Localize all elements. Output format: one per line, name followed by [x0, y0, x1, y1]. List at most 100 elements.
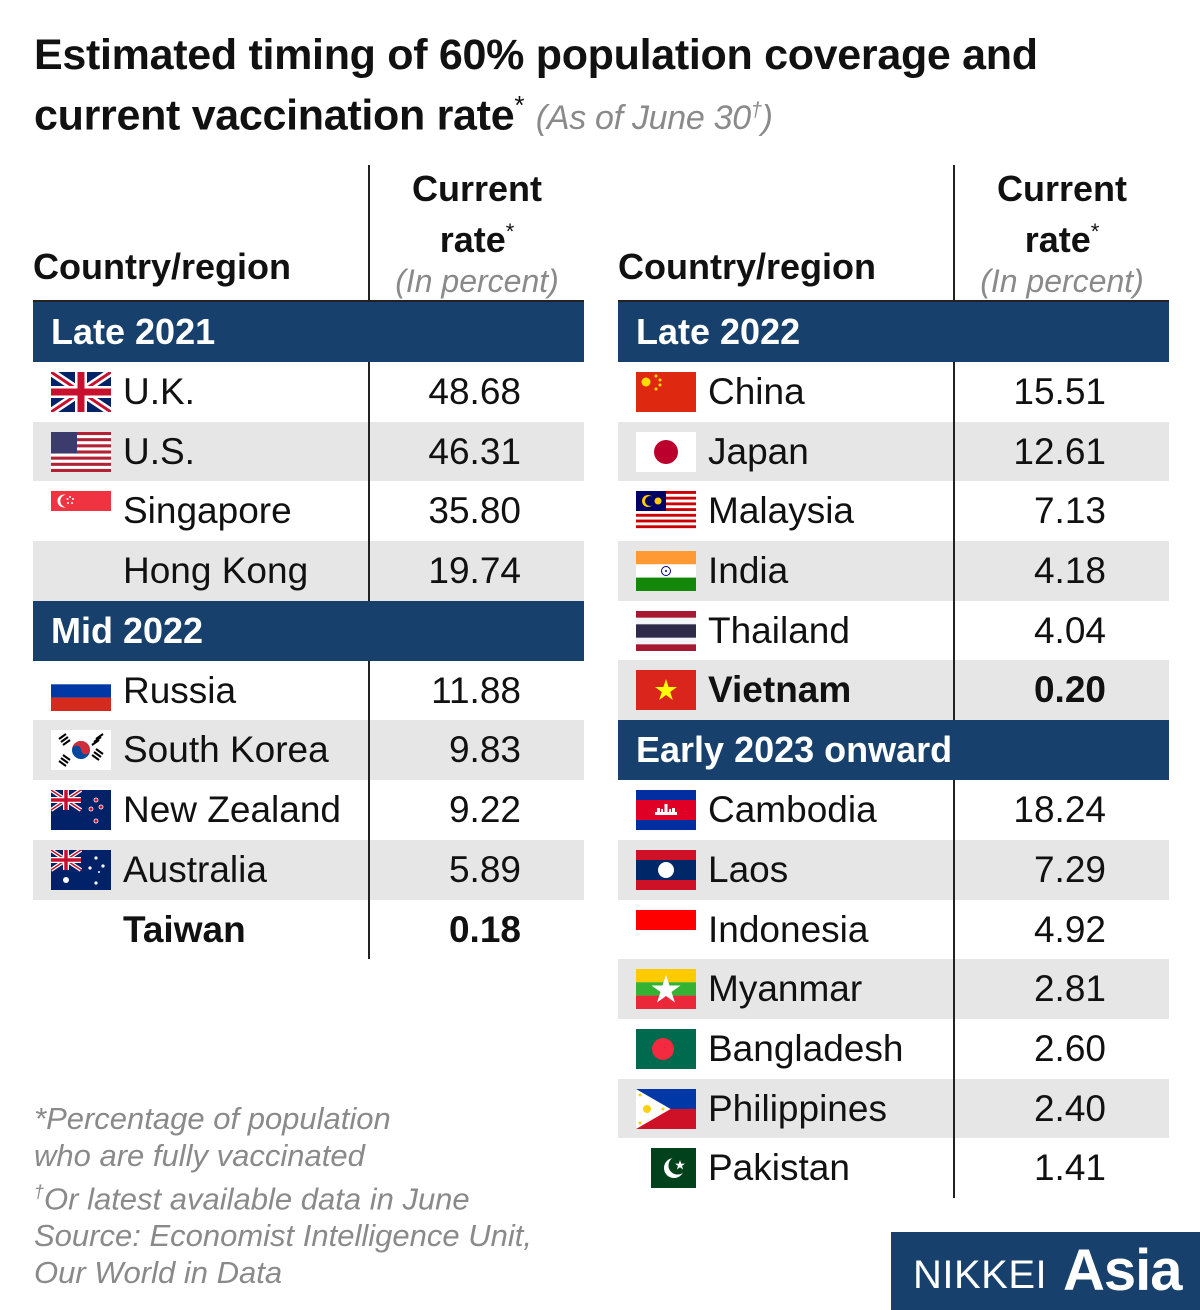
rate-value: 35.80 [428, 490, 521, 532]
rate-value: 7.13 [1033, 490, 1106, 532]
rate-value: 0.20 [1033, 669, 1106, 711]
country-name: Pakistan [708, 1147, 850, 1189]
rate-value: 9.22 [448, 789, 521, 831]
country-name: Australia [123, 848, 267, 890]
rate-value: 9.83 [448, 729, 521, 771]
column-divider [368, 780, 370, 840]
table-row: China 15.51 [618, 362, 1169, 422]
column-divider [368, 899, 370, 960]
column-divider [368, 362, 370, 422]
source-line: Source: Economist Intelligence Unit, [34, 1218, 532, 1254]
country-name: U.K. [123, 371, 195, 412]
country-name: Philippines [708, 1087, 887, 1129]
country-name: Singapore [123, 490, 292, 532]
country-name: India [708, 550, 789, 592]
table-header: Country/region Current rate* (In percent… [618, 165, 1169, 302]
footnote-line: *Percentage of population [34, 1101, 391, 1136]
group-header: Early 2023 onward [618, 720, 1169, 781]
column-divider [368, 839, 370, 900]
column-header-country: Country/region [618, 246, 876, 287]
country-name: China [708, 371, 805, 412]
footnote-line: who are fully vaccinated [34, 1138, 365, 1173]
table-row: Singapore 35.80 [33, 481, 584, 542]
country-name: U.S. [123, 430, 195, 472]
country-name: South Korea [123, 729, 329, 771]
rate-value: 7.29 [1033, 848, 1106, 890]
country-name: Malaysia [708, 490, 854, 532]
china-flag [636, 372, 696, 412]
nikkei-asia-logo: NIKKEI Asia [891, 1232, 1200, 1310]
column-divider [953, 899, 955, 960]
thailand-flag [636, 610, 696, 651]
table-row: Myanmar 2.81 [618, 959, 1169, 1019]
column-divider [953, 541, 955, 601]
rate-value: 12.61 [1013, 430, 1106, 472]
chart-title: Estimated timing of 60% population cover… [34, 31, 1038, 140]
pakistan-flag [636, 1148, 696, 1189]
left-table: Country/region Current rate* (In percent… [33, 165, 584, 960]
column-divider [953, 421, 955, 482]
column-divider [368, 481, 370, 542]
group-header: Mid 2022 [33, 600, 584, 661]
table-row: Russia 11.88 [33, 660, 584, 721]
rate-value: 2.60 [1033, 1027, 1106, 1069]
laos-flag [636, 849, 696, 890]
column-divider [368, 421, 370, 482]
column-header-rate: Current rate* (In percent) [368, 165, 584, 300]
rate-value: 48.68 [428, 371, 521, 412]
table-header: Country/region Current rate* (In percent… [33, 165, 584, 302]
table-row: Vietnam 0.20 [618, 660, 1169, 721]
country-name: Russia [123, 669, 237, 711]
country-name: Bangladesh [708, 1027, 904, 1069]
rate-value: 11.88 [431, 669, 521, 711]
rate-value: 18.24 [1013, 789, 1106, 831]
table-row: Bangladesh 2.60 [618, 1018, 1169, 1079]
bangladesh-flag [636, 1028, 696, 1069]
rate-value: 0.18 [448, 908, 521, 950]
table-row: Taiwan 0.18 [33, 899, 584, 960]
japan-flag [636, 431, 696, 472]
column-divider [953, 839, 955, 900]
country-name: Indonesia [708, 908, 869, 950]
column-divider [953, 1138, 955, 1198]
column-divider [953, 600, 955, 661]
column-divider [953, 481, 955, 542]
table-row: Cambodia 18.24 [618, 780, 1169, 840]
group-header: Late 2022 [618, 302, 1169, 362]
south-korea-flag [51, 730, 111, 771]
rate-value: 19.74 [428, 550, 521, 592]
country-name: Myanmar [708, 968, 863, 1010]
column-header-rate: Current rate* (In percent) [953, 165, 1169, 300]
new-zealand-flag [51, 790, 111, 831]
table-row: Australia 5.89 [33, 839, 584, 900]
table-row: Indonesia 4.92 [618, 899, 1169, 960]
russia-flag [51, 670, 111, 711]
singapore-flag [51, 491, 111, 532]
indonesia-flag [636, 909, 696, 950]
vietnam-flag [636, 670, 696, 711]
table-row: Laos 7.29 [618, 839, 1169, 900]
column-divider [953, 1078, 955, 1139]
table-row: Malaysia 7.13 [618, 481, 1169, 542]
table-row: Thailand 4.04 [618, 600, 1169, 661]
country-name: Japan [708, 430, 809, 472]
rate-value: 2.40 [1033, 1087, 1106, 1129]
country-name: Vietnam [708, 669, 852, 711]
rate-value: 5.89 [448, 848, 521, 890]
table-row: Hong Kong 19.74 [33, 541, 584, 601]
rate-value: 4.04 [1033, 609, 1106, 651]
table-row: New Zealand 9.22 [33, 780, 584, 840]
country-name: New Zealand [123, 789, 342, 831]
rate-value: 15.51 [1013, 371, 1106, 412]
table-row: India 4.18 [618, 541, 1169, 601]
country-name: Taiwan [123, 908, 246, 950]
australia-flag [51, 849, 111, 890]
footnote-line: †Or latest available data in June [34, 1181, 470, 1217]
cambodia-flag [636, 790, 696, 831]
column-divider [953, 959, 955, 1019]
column-divider [953, 1018, 955, 1079]
rate-value: 2.81 [1033, 968, 1106, 1010]
country-name: Cambodia [708, 789, 877, 831]
rate-value: 46.31 [428, 430, 521, 472]
us-flag [51, 431, 111, 472]
